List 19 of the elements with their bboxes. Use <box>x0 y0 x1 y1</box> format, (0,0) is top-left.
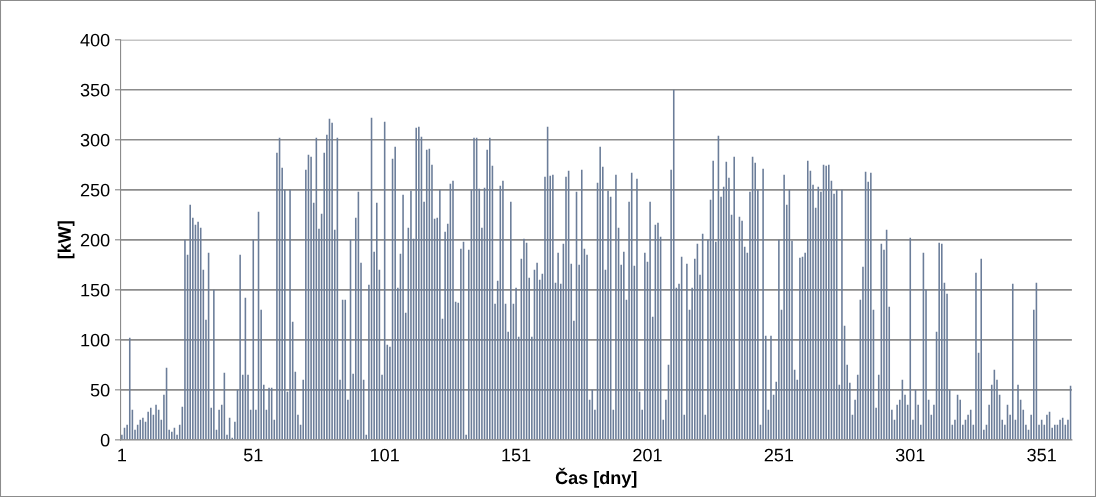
x-tick-label: 251 <box>764 448 794 462</box>
y-tick-label: 200 <box>80 233 110 247</box>
y-tick-label: 400 <box>80 33 110 47</box>
y-tick-label: 300 <box>80 133 110 147</box>
x-tick-label: 201 <box>633 448 662 462</box>
y-axis-title: [kW] <box>57 221 75 259</box>
y-tick-label: 350 <box>80 83 110 97</box>
y-tick-label: 50 <box>90 383 110 397</box>
y-tick-label: 150 <box>81 283 110 297</box>
x-axis-title: Čas [dny] <box>555 467 637 488</box>
x-tick-label: 351 <box>1027 448 1056 462</box>
x-tick-label: 51 <box>243 448 263 462</box>
x-tick-label: 101 <box>370 448 399 462</box>
x-tick-label: 151 <box>502 448 531 462</box>
y-tick-label: 250 <box>80 183 110 197</box>
y-tick-label: 0 <box>100 433 110 447</box>
y-tick-label: 100 <box>81 333 110 347</box>
x-tick-label: 301 <box>895 448 925 462</box>
x-tick-label: 1 <box>118 448 127 462</box>
